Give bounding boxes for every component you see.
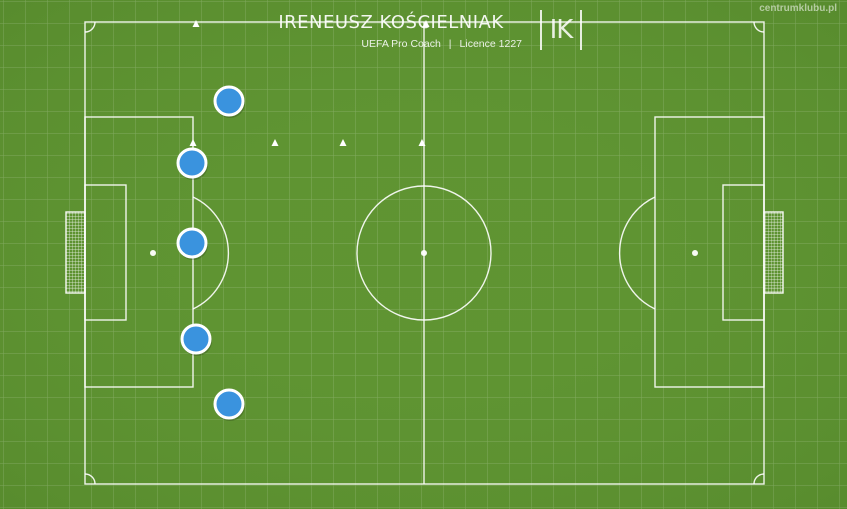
- corner-arc-bottom-right: [753, 473, 765, 485]
- player-3-token[interactable]: [176, 227, 208, 260]
- left-goal: [65, 211, 86, 294]
- coach-name: IRENEUSZ KOŚCIELNIAK: [278, 12, 504, 33]
- corner-arc-top-right: [753, 21, 765, 33]
- cone-2-marker: [189, 139, 197, 146]
- right-goal: [763, 211, 784, 294]
- site-watermark: centrumklubu.pl: [759, 3, 837, 14]
- coach-role: UEFA Pro Coach: [361, 38, 441, 50]
- coach-logo: IK: [540, 10, 582, 50]
- player-1-token[interactable]: [213, 85, 245, 118]
- players-layer: [176, 85, 245, 421]
- player-1-circle[interactable]: [213, 85, 245, 117]
- corner-arc-bottom-left: [84, 473, 96, 485]
- corner-arc-top-left: [84, 21, 96, 33]
- cone-4-marker: [339, 139, 347, 146]
- cone-1-marker: [192, 20, 200, 27]
- player-3-circle[interactable]: [176, 227, 208, 259]
- left-penalty-spot: [150, 250, 156, 256]
- player-4-circle[interactable]: [180, 323, 212, 355]
- credentials-separator: |: [448, 38, 452, 50]
- right-penalty-arc: [618, 196, 656, 310]
- left-penalty-arc: [192, 196, 230, 310]
- coach-credentials: UEFA Pro Coach | Licence 1227: [322, 38, 522, 50]
- player-5-token[interactable]: [213, 388, 245, 421]
- cone-6-marker: [422, 20, 430, 27]
- player-2-token[interactable]: [176, 147, 208, 180]
- player-2-circle[interactable]: [176, 147, 208, 179]
- coach-licence: Licence 1227: [459, 38, 522, 50]
- cones-layer: [189, 20, 430, 146]
- player-5-circle[interactable]: [213, 388, 245, 420]
- center-spot: [421, 250, 427, 256]
- player-4-token[interactable]: [180, 323, 212, 356]
- right-penalty-spot: [692, 250, 698, 256]
- center-circle: [356, 185, 492, 321]
- cone-5-marker: [418, 139, 426, 146]
- cone-3-marker: [271, 139, 279, 146]
